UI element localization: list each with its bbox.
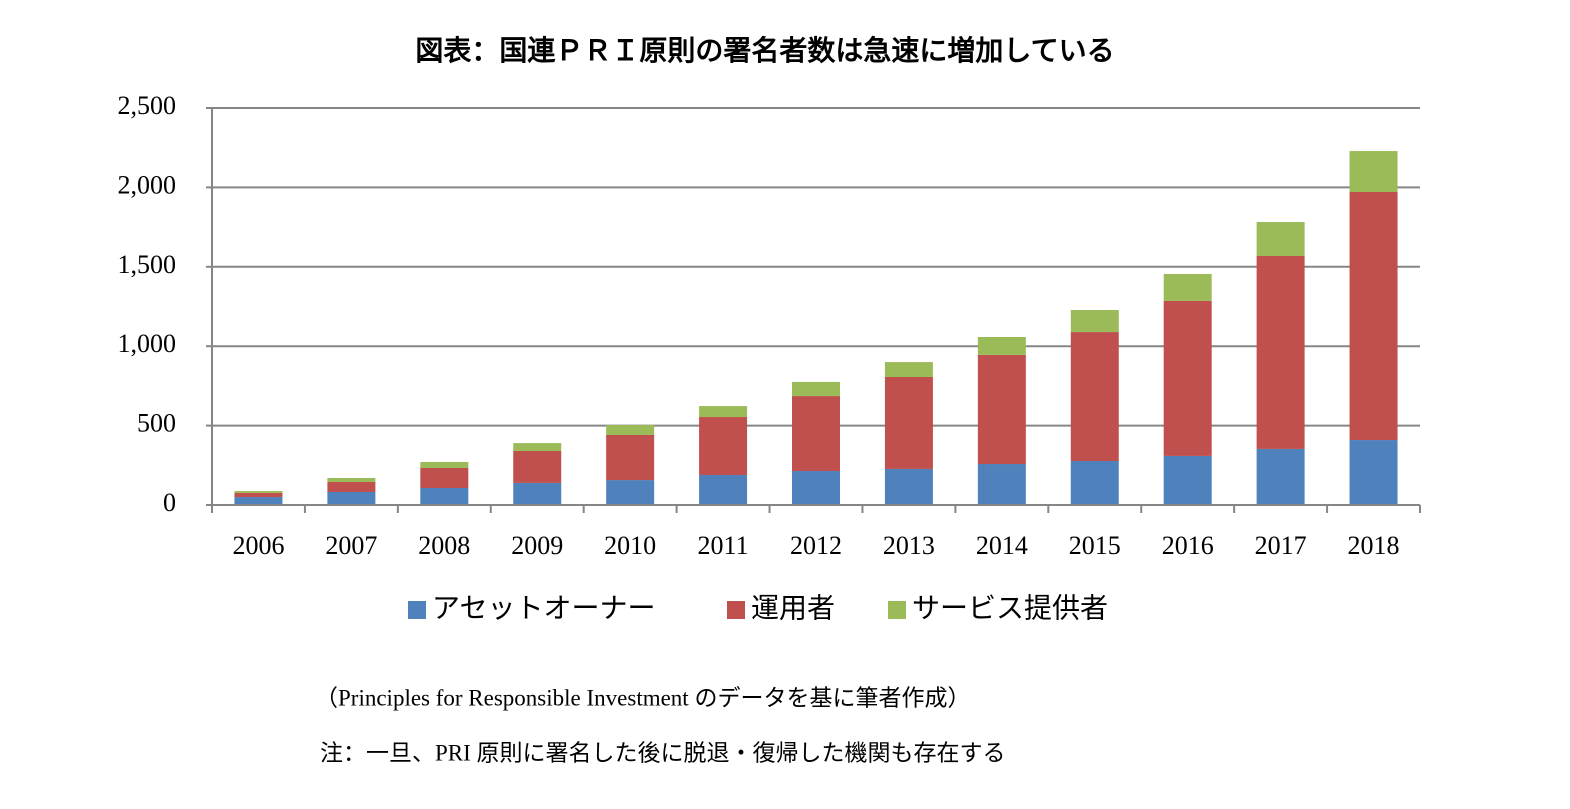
bar-segment <box>1349 440 1398 505</box>
chart-title: 図表：国連ＰＲＩ原則の署名者数は急速に増加している <box>415 34 1114 67</box>
bar-segment <box>977 354 1026 465</box>
bar-segment <box>327 478 376 482</box>
bar-segment <box>1349 151 1398 193</box>
bar-segment <box>1163 455 1212 505</box>
y-tick-label: 1,500 <box>118 250 177 279</box>
bar-segment <box>1256 222 1305 257</box>
y-tick-label: 2,500 <box>118 91 177 120</box>
bar-segment <box>1070 332 1119 462</box>
x-tick-label: 2014 <box>976 531 1028 560</box>
footnote: 注：一旦、PRI 原則に署名した後に脱退・復帰した機関も存在する <box>320 740 1006 765</box>
bar-segment <box>792 396 840 472</box>
bar-segment <box>234 491 283 493</box>
bar-segment <box>513 451 562 483</box>
bar-segment <box>420 467 469 489</box>
x-tick-label: 2006 <box>232 531 284 560</box>
bar-segment <box>977 336 1026 355</box>
x-tick-label: 2009 <box>511 531 563 560</box>
legend-swatch <box>408 601 426 619</box>
source-note: （Principles for Responsible Investment の… <box>315 685 970 710</box>
x-tick-label: 2013 <box>883 531 935 560</box>
legend-label: 運用者 <box>751 592 835 624</box>
bar-segment <box>1070 309 1119 333</box>
x-tick-label: 2007 <box>325 531 377 560</box>
legend-label: サービス提供者 <box>912 592 1108 624</box>
bar-segment <box>234 492 283 498</box>
bar-segment <box>234 497 283 505</box>
bar-segment <box>792 381 840 397</box>
y-tick-label: 2,000 <box>118 170 177 199</box>
x-tick-label: 2018 <box>1348 531 1400 560</box>
bar-segment <box>1070 461 1119 505</box>
x-tick-label: 2011 <box>698 531 749 560</box>
bar-segment <box>699 406 748 418</box>
bar-segment <box>699 474 748 505</box>
x-tick-label: 2016 <box>1162 531 1214 560</box>
y-tick-label: 1,000 <box>118 329 177 358</box>
x-tick-label: 2012 <box>790 531 842 560</box>
legend-swatch <box>888 601 906 619</box>
bar-segment <box>884 468 933 505</box>
x-tick-label: 2015 <box>1069 531 1121 560</box>
bar-segment <box>606 434 655 481</box>
bar-segment <box>1349 192 1398 441</box>
bar-segment <box>327 481 376 492</box>
bar-segment <box>513 443 562 452</box>
bar-segment <box>327 491 376 505</box>
bar-segment <box>513 482 562 505</box>
bar-segment <box>1163 300 1212 456</box>
bar-segment <box>884 362 933 378</box>
bar-segment <box>884 377 933 469</box>
legend-label: アセットオーナー <box>432 593 655 624</box>
x-tick-label: 2010 <box>604 531 656 560</box>
bar-segment <box>699 417 748 475</box>
bar-segment <box>606 480 655 505</box>
bar-segment <box>1256 448 1305 505</box>
bar-segment <box>420 461 469 468</box>
y-tick-label: 0 <box>163 488 176 517</box>
bar-segment <box>1163 273 1212 301</box>
bar-segment <box>606 424 655 435</box>
bar-segment <box>420 488 469 505</box>
bar-segment <box>792 471 840 505</box>
bar-segment <box>1256 256 1305 449</box>
bar-segment <box>977 464 1026 505</box>
y-tick-label: 500 <box>137 409 176 438</box>
x-tick-label: 2008 <box>418 531 470 560</box>
legend-swatch <box>727 601 745 619</box>
x-tick-label: 2017 <box>1255 531 1307 560</box>
